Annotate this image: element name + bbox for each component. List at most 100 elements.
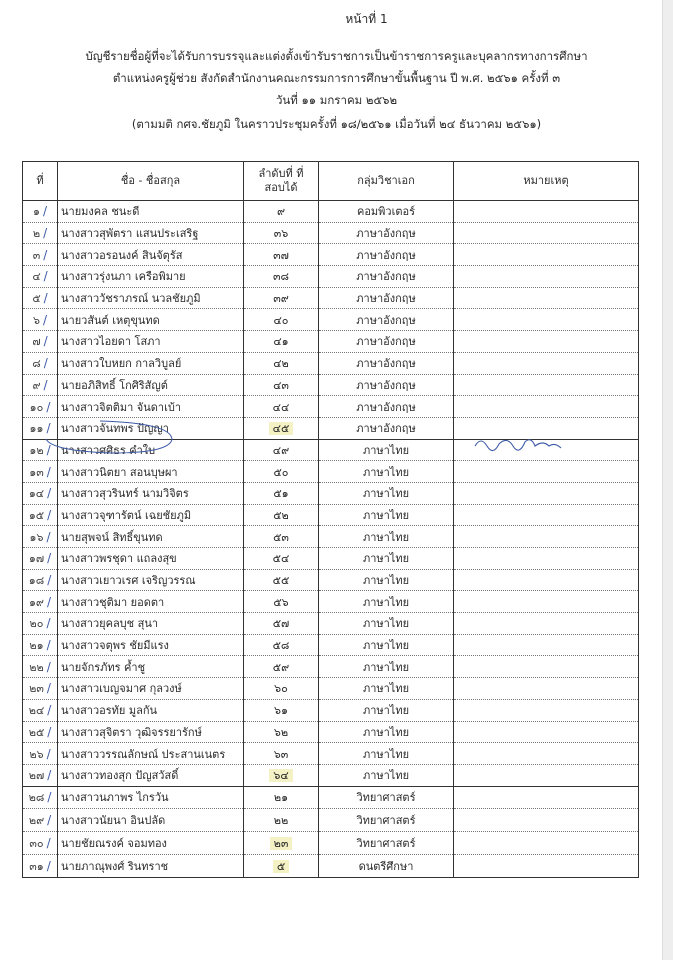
table-row: ๒๕/นางสาวสุจิตรา วุฒิจรรยารักษ์ ๖๒ ภาษาไทย: [22, 721, 639, 744]
exam-rank: ๔๔: [243, 395, 319, 418]
major-subject: ภาษาไทย: [318, 764, 454, 787]
check-mark-icon: /: [42, 204, 48, 219]
major-subject: ภาษาอังกฤษ: [318, 374, 454, 397]
exam-rank: ๙: [243, 200, 319, 223]
table-row: ๑/นายมงคล ชนะดี๙คอมพิวเตอร์: [22, 200, 639, 223]
header-name: ชื่อ - ชื่อสกุล: [57, 161, 244, 201]
exam-rank: ๕๘: [243, 634, 319, 657]
check-mark-icon: /: [46, 659, 51, 674]
remark: [453, 831, 639, 855]
exam-rank: ๔๓: [243, 374, 319, 397]
check-mark-icon: /: [43, 377, 48, 392]
row-number: ๙/: [22, 374, 58, 397]
full-name: นายจักรภัทร ค้ำชู: [57, 655, 244, 679]
exam-rank: ๕๒: [243, 504, 319, 527]
exam-rank: ๖๓: [243, 742, 319, 765]
major-subject: ภาษาอังกฤษ: [318, 287, 454, 310]
remark: [453, 808, 639, 833]
check-mark-icon: /: [46, 616, 51, 631]
exam-rank: ๕๗: [243, 612, 319, 635]
check-mark-icon: /: [46, 836, 51, 851]
remark: [453, 287, 639, 310]
check-mark-icon: /: [47, 507, 52, 522]
table-row: ๗/นางสาวไอยดา โสภา ๔๑ ภาษาอังกฤษ: [22, 330, 639, 353]
major-subject: คอมพิวเตอร์: [318, 200, 454, 223]
remark: [453, 308, 639, 332]
row-number: ๒๙/: [22, 808, 58, 833]
major-subject: ภาษาไทย: [318, 742, 454, 765]
remark: [453, 655, 639, 679]
remark: [453, 460, 639, 483]
full-name: นายชัยณรงค์ จอมทอง: [57, 831, 244, 855]
row-number: ๔/: [22, 265, 58, 288]
exam-rank: ๕๙: [243, 655, 319, 679]
remark: [453, 699, 639, 722]
table-row: ๔/นางสาวรุ่งนภา เครือพิมาย ๓๘ ภาษาอังกฤษ: [22, 265, 639, 288]
check-mark-icon: /: [47, 486, 52, 501]
table-row: ๒/นางสาวสุพัตรา แสนประเสริฐ ๓๖ ภาษาอังกฤษ: [22, 222, 639, 245]
exam-rank: ๓๙: [243, 287, 319, 310]
remark: [453, 222, 639, 245]
check-mark-icon: /: [42, 312, 48, 327]
check-mark-icon: /: [46, 681, 51, 696]
table-row: ๑๒/นางสาวศศิธร คำใบ ๔๙ ภาษาไทย: [22, 438, 639, 462]
row-number: ๒/: [22, 222, 58, 245]
full-name: นางสาวไอยดา โสภา: [57, 330, 244, 353]
header-remark: หมายเหตุ: [453, 161, 639, 201]
table-row: ๑๘/นางสาวเยาวเรศ เจริญวรรณ ๕๕ ภาษาไทย: [22, 569, 639, 592]
check-mark-icon: /: [46, 464, 51, 479]
table-row: ๑๖/นายสุพจน์ สิทธิ์ขุนทด ๕๓ ภาษาไทย: [22, 525, 639, 548]
remark: [453, 721, 639, 744]
full-name: นางสาวนภาพร ไกรวัน: [57, 785, 244, 810]
title-line-2: ตำแหน่งครูผู้ช่วย สังกัดสำนักงานคณะกรรมก…: [112, 71, 561, 85]
remark: [453, 265, 639, 288]
full-name: นายอภิสิทธิ์ โกศิริสัญต์: [57, 374, 244, 397]
remark: [453, 677, 639, 700]
page-number: หน้าที่ 1: [345, 12, 388, 26]
remark: [453, 330, 639, 353]
full-name: นางสาวนิตยา สอนบุษผา: [57, 460, 244, 483]
full-name: นายภาณุพงศ์ รินทราช: [57, 854, 244, 878]
major-subject: ภาษาไทย: [318, 590, 454, 614]
table-row: ๑๔/นางสาวสุวรินทร์ นามวิจิตร ๕๑ ภาษาไทย: [22, 482, 639, 505]
exam-rank: ๖๐: [243, 677, 319, 700]
row-number: ๖/: [22, 308, 58, 332]
check-mark-icon: /: [43, 247, 48, 262]
exam-rank: ๔๒: [243, 352, 319, 375]
major-subject: ภาษาไทย: [318, 634, 454, 657]
row-number: ๘/: [22, 352, 58, 375]
full-name: นางสาววัชราภรณ์ นวลชัยภูมิ: [57, 287, 244, 310]
remark: [453, 547, 639, 570]
full-name: นายวสันต์ เหตุขุนทด: [57, 308, 244, 332]
check-mark-icon: /: [47, 703, 52, 718]
full-name: นางสาวสุจิตรา วุฒิจรรยารักษ์: [57, 721, 244, 744]
row-number: ๕/: [22, 287, 58, 310]
remark: [453, 395, 639, 418]
exam-rank: ๓๗: [243, 243, 319, 267]
major-subject: ภาษาไทย: [318, 438, 454, 462]
check-mark-icon: /: [47, 768, 52, 783]
row-number: ๑๓/: [22, 460, 58, 483]
exam-rank: ๒๑: [243, 785, 319, 810]
full-name: นางสาวเบญจมาศ กุลวงษ์: [57, 677, 244, 700]
row-number: ๗/: [22, 330, 58, 353]
check-mark-icon: /: [46, 858, 51, 873]
row-number: ๒๕/: [22, 721, 58, 744]
table-row: ๑๙/นางสาวชุติมา ยอดตา ๕๖ ภาษาไทย: [22, 590, 639, 614]
row-number: ๑๙/: [22, 590, 58, 614]
table-row: ๑๗/นางสาวพรชุดา แถลงสุข ๕๔ ภาษาไทย: [22, 547, 639, 570]
row-number: ๓/: [22, 243, 58, 267]
exam-rank: ๔๑: [243, 330, 319, 353]
table-row: ๒๔/นางสาวอรทัย มูลกัน ๖๑ ภาษาไทย: [22, 699, 639, 722]
major-subject: ภาษาอังกฤษ: [318, 222, 454, 245]
exam-rank: ๒๒: [243, 808, 319, 833]
table-row: ๒๐/นางสาวยุคลบุช สุนา ๕๗ ภาษาไทย: [22, 612, 639, 635]
major-subject: ภาษาอังกฤษ: [318, 265, 454, 288]
row-number: ๓๐/: [22, 831, 58, 855]
exam-rank: ๕๖: [243, 590, 319, 614]
full-name: นางสาวอรอนงค์ สินจัตุรัส: [57, 243, 244, 267]
table-row: ๓๑/นายภาณุพงศ์ รินทราช๕ดนตรีศึกษา: [22, 854, 639, 878]
check-mark-icon: /: [43, 334, 48, 349]
major-subject: ภาษาไทย: [318, 504, 454, 527]
major-subject: ภาษาอังกฤษ: [318, 417, 454, 440]
